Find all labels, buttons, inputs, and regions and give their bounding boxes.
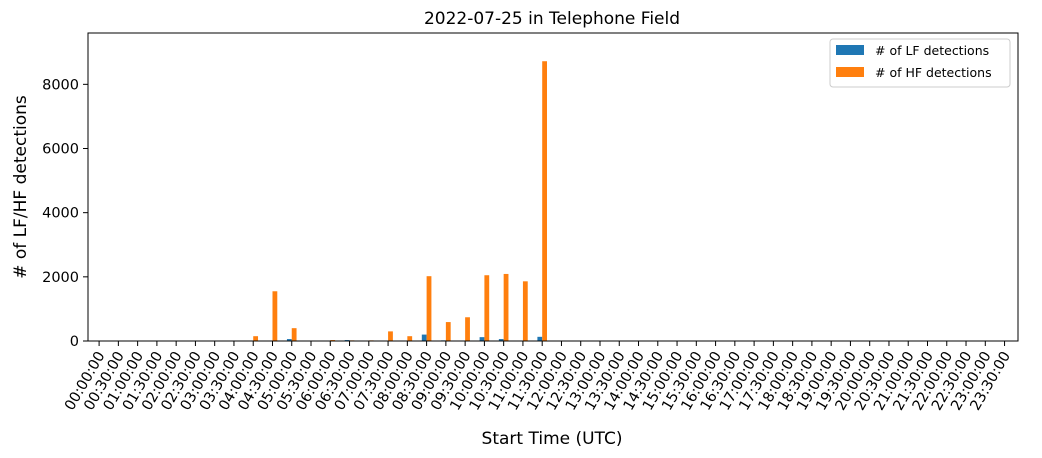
legend-swatch-hf [836, 67, 864, 77]
y-axis-ticks: 0 2000 4000 6000 8000 [42, 77, 88, 350]
bar-lf-0830 [421, 334, 427, 341]
legend-label-hf: # of HF detections [875, 65, 992, 80]
y-tick-label: 8000 [42, 77, 79, 93]
bar-lf-1130 [537, 336, 543, 341]
bar-hf-1100 [522, 281, 528, 341]
bar-hf-0430 [272, 291, 278, 341]
bar-lf-1000 [479, 337, 485, 341]
bar-hf-1030 [503, 273, 509, 341]
legend-label-lf: # of LF detections [875, 43, 989, 58]
bar-hf-0900 [445, 322, 451, 341]
bar-hf-0930 [465, 317, 470, 341]
bar-lf-0500 [286, 339, 292, 341]
y-tick-label: 0 [70, 334, 79, 350]
plot-frame [87, 32, 1019, 342]
bar-hf-0830 [426, 276, 432, 341]
x-axis-ticks: 00:00:0000:30:0001:00:0001:30:0002:00:00… [62, 341, 1014, 413]
bar-hf-0800 [407, 336, 413, 341]
bar-hf-1130 [542, 61, 547, 341]
y-tick-label: 2000 [42, 270, 79, 286]
bar-hf-0730 [388, 331, 393, 342]
y-axis-title: # of LF/HF detections [11, 95, 31, 279]
y-tick-label: 6000 [42, 142, 79, 158]
legend-swatch-lf [836, 45, 864, 55]
chart-title: 2022-07-25 in Telephone Field [424, 9, 680, 29]
bar-hf-0500 [291, 328, 297, 341]
x-axis-title: Start Time (UTC) [482, 429, 623, 449]
legend: # of LF detections # of HF detections [829, 38, 1011, 88]
bar-lf-1030 [498, 339, 504, 341]
legend-box [829, 38, 1011, 88]
bar-hf-1000 [484, 275, 490, 341]
bar-group [248, 61, 547, 342]
bar-hf-0400 [253, 336, 259, 341]
y-tick-label: 4000 [42, 206, 79, 222]
